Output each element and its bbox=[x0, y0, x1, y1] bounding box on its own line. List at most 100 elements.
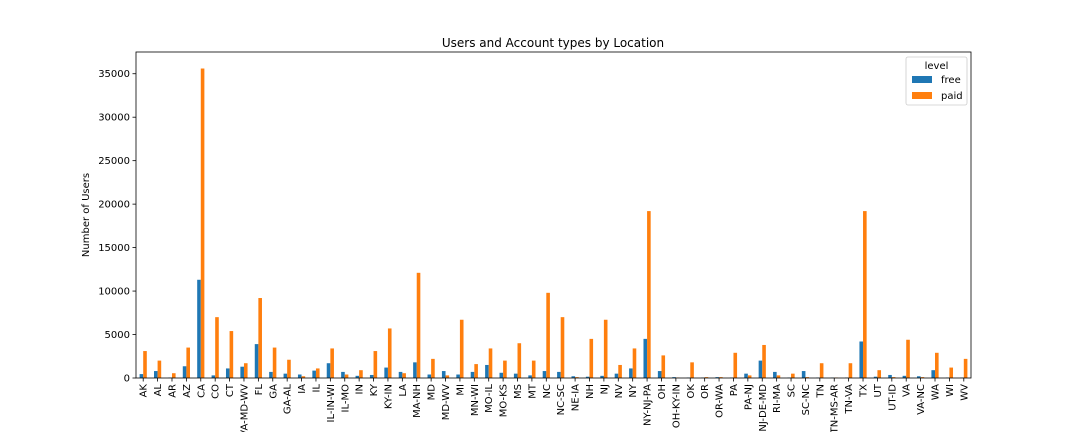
legend-title: level bbox=[925, 61, 949, 72]
bar-paid-MT bbox=[532, 361, 536, 378]
bar-paid-SC bbox=[791, 374, 795, 378]
x-tick-label-IN: IN bbox=[355, 384, 366, 394]
bar-paid-IN bbox=[359, 370, 363, 378]
bars-group bbox=[140, 69, 968, 378]
legend-swatch-free bbox=[912, 76, 932, 83]
x-tick-label-LA: LA bbox=[398, 384, 409, 397]
y-tick-label: 15000 bbox=[98, 243, 130, 254]
x-tick-label-TN: TN bbox=[815, 384, 826, 399]
x-tick-label-IL: IL bbox=[311, 384, 322, 393]
bar-free-NY-NJ-PA bbox=[643, 339, 647, 378]
bar-paid-NV bbox=[618, 365, 622, 378]
bar-free-MI bbox=[456, 375, 460, 378]
bar-free-GA-AL bbox=[284, 374, 288, 378]
x-tick-label-CO: CO bbox=[211, 384, 222, 399]
legend: level free paid bbox=[906, 57, 967, 105]
bar-free-UT-ID bbox=[888, 375, 892, 378]
bar-paid-MA-NH bbox=[417, 273, 421, 378]
x-tick-label-IL-IN-WI: IL-IN-WI bbox=[326, 384, 337, 422]
bar-paid-IL-IN-WI bbox=[330, 348, 334, 378]
x-tick-label-WI: WI bbox=[945, 384, 956, 397]
x-tick-label-NY: NY bbox=[628, 383, 639, 397]
bar-free-MO-KS bbox=[500, 373, 504, 378]
bar-paid-TN bbox=[820, 363, 824, 378]
bar-free-MA-NH bbox=[413, 362, 417, 378]
y-tick-label: 30000 bbox=[98, 113, 130, 124]
x-tick-label-MO-KS: MO-KS bbox=[499, 384, 510, 417]
bar-paid-AK bbox=[143, 351, 147, 378]
bar-paid-CA bbox=[201, 69, 205, 378]
bar-free-PA-NJ-DE-MD bbox=[759, 361, 763, 378]
bar-paid-CT bbox=[230, 331, 234, 378]
x-tick-label-MS: MS bbox=[513, 384, 524, 399]
bar-paid-OH bbox=[661, 355, 665, 378]
bar-paid-VA bbox=[906, 340, 910, 378]
bar-free-OH bbox=[658, 371, 662, 378]
bar-free-MS bbox=[514, 374, 518, 378]
x-tick-label-WA: WA bbox=[931, 384, 942, 400]
x-tick-label-TN-MS-AR: TN-MS-AR bbox=[830, 384, 841, 432]
bar-paid-WV bbox=[964, 359, 968, 378]
bar-free-PA-NJ bbox=[744, 374, 748, 378]
x-tick-label-VA-NC: VA-NC bbox=[916, 384, 927, 415]
y-tick-label: 20000 bbox=[98, 200, 130, 211]
bar-free-NC-SC bbox=[557, 372, 561, 378]
bar-free-AZ bbox=[183, 366, 187, 378]
bar-free-LA bbox=[399, 372, 403, 378]
x-tick-label-IL-MO: IL-MO bbox=[340, 384, 351, 413]
bar-free-NC bbox=[543, 371, 547, 378]
bar-free-AL bbox=[154, 371, 158, 378]
bar-paid-NJ bbox=[604, 320, 608, 378]
bar-free-CT bbox=[226, 368, 230, 378]
bar-paid-OK bbox=[690, 362, 694, 378]
bar-paid-MD bbox=[431, 359, 435, 378]
x-tick-label-TN-VA: TN-VA bbox=[844, 384, 855, 415]
x-tick-label-TX: TX bbox=[859, 384, 870, 398]
x-tick-label-OK: OK bbox=[686, 384, 697, 399]
x-tick-label-UT-ID: UT-ID bbox=[887, 384, 898, 411]
x-tick-label-AK: AK bbox=[139, 384, 150, 398]
bar-free-MO-IL bbox=[485, 365, 489, 378]
x-tick-label-AZ: AZ bbox=[182, 384, 193, 398]
x-tick-label-PA-NJ: PA-NJ bbox=[743, 384, 754, 410]
bar-paid-NH bbox=[589, 339, 593, 378]
x-tick-label-SC: SC bbox=[787, 384, 798, 397]
bar-paid-FL bbox=[258, 298, 262, 378]
x-tick-label-UT: UT bbox=[873, 383, 884, 397]
x-tick-label-SC-NC: SC-NC bbox=[801, 384, 812, 415]
bar-paid-MO-IL bbox=[489, 348, 493, 378]
x-tick-label-OH-KY-IN: OH-KY-IN bbox=[671, 384, 682, 428]
bar-free-MN-WI bbox=[471, 372, 475, 378]
bar-paid-NY-NJ-PA bbox=[647, 211, 651, 378]
bar-paid-GA bbox=[273, 348, 277, 378]
x-tick-label-NY-NJ-PA: NY-NJ-PA bbox=[643, 384, 654, 426]
bar-free-IL-MO bbox=[341, 372, 345, 378]
bar-free-MD-WV bbox=[442, 371, 446, 378]
x-tick-label-CT: CT bbox=[225, 383, 236, 397]
bar-paid-CO bbox=[215, 317, 219, 378]
bar-free-CA bbox=[197, 280, 201, 378]
bar-paid-AR bbox=[172, 373, 176, 378]
bar-paid-GA-AL bbox=[287, 360, 291, 378]
x-tick-label-VA: VA bbox=[902, 384, 913, 397]
x-tick-label-MI: MI bbox=[455, 384, 466, 396]
x-tick-label-MO-IL: MO-IL bbox=[484, 384, 495, 413]
x-tick-label-OR-WA: OR-WA bbox=[715, 384, 726, 418]
bar-free-AK bbox=[140, 374, 144, 378]
x-tick-label-AL: AL bbox=[153, 384, 164, 397]
bar-paid-NC-SC bbox=[561, 317, 565, 378]
x-tick-label-NC: NC bbox=[542, 384, 553, 398]
y-axis-label: Number of Users bbox=[81, 173, 92, 257]
x-tick-label-KY: KY bbox=[369, 383, 380, 396]
x-tick-label-GA-AL: GA-AL bbox=[283, 384, 294, 415]
x-tick-label-NJ: NJ bbox=[599, 384, 610, 394]
bar-paid-MO-KS bbox=[503, 361, 507, 378]
bar-paid-PA bbox=[733, 353, 737, 378]
bar-free-SC-NC bbox=[802, 371, 806, 378]
bar-paid-NY bbox=[633, 348, 637, 378]
bar-free-KY bbox=[370, 375, 374, 378]
